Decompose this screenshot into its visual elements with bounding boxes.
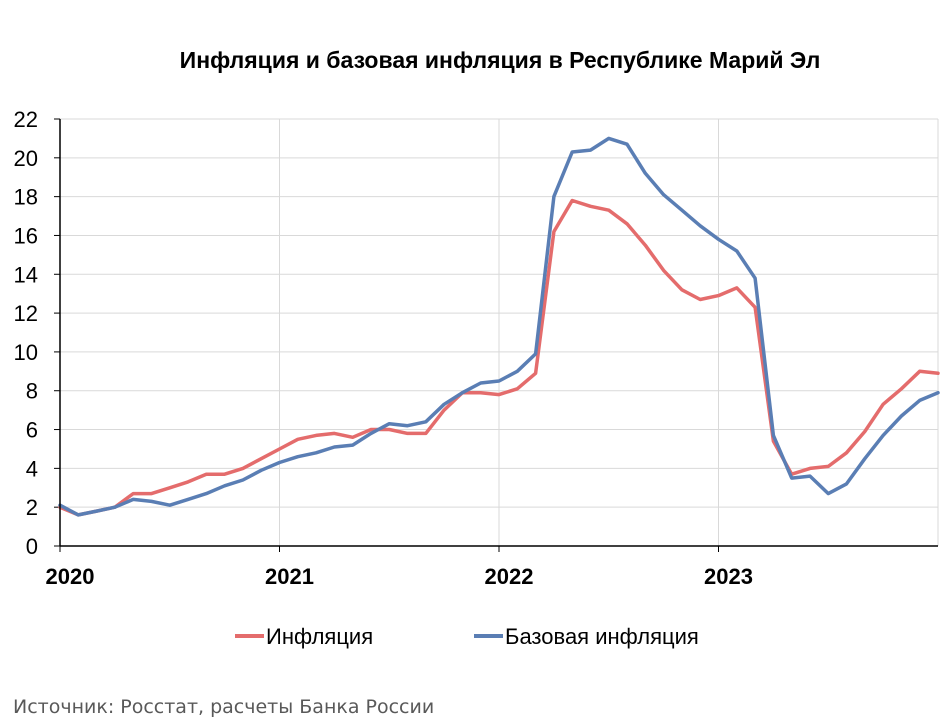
legend-label-core-inflation: Базовая инфляция bbox=[505, 624, 699, 649]
y-tick-label: 12 bbox=[14, 301, 38, 326]
y-tick-label: 10 bbox=[14, 340, 38, 365]
y-tick-label: 4 bbox=[26, 456, 38, 481]
grid-lines bbox=[60, 118, 939, 546]
x-tick-label: 2023 bbox=[704, 564, 753, 589]
y-tick-label: 22 bbox=[14, 107, 38, 132]
y-tick-label: 0 bbox=[26, 534, 38, 559]
y-tick-label: 20 bbox=[14, 146, 38, 171]
y-tick-label: 6 bbox=[26, 418, 38, 443]
legend: Инфляция Базовая инфляция bbox=[235, 624, 699, 649]
y-tick-label: 8 bbox=[26, 379, 38, 404]
y-tick-label: 18 bbox=[14, 185, 38, 210]
y-tick-label: 14 bbox=[14, 262, 38, 287]
series-lines bbox=[58, 136, 940, 517]
x-tick-label: 2022 bbox=[485, 564, 534, 589]
y-tick-label: 2 bbox=[26, 495, 38, 520]
y-axis-ticks: 0 2 4 6 8 10 12 14 16 18 20 22 bbox=[14, 107, 60, 559]
x-axis-ticks: 2020 2021 2022 2023 bbox=[46, 546, 753, 589]
source-note: Источник: Росстат, расчеты Банка России bbox=[13, 696, 434, 718]
chart-title: Инфляция и базовая инфляция в Республике… bbox=[180, 47, 821, 73]
x-tick-label: 2021 bbox=[265, 564, 314, 589]
y-tick-label: 16 bbox=[14, 223, 38, 248]
x-tick-label: 2020 bbox=[46, 564, 95, 589]
legend-label-inflation: Инфляция bbox=[266, 624, 373, 649]
series-line-core-inflation bbox=[58, 136, 940, 517]
